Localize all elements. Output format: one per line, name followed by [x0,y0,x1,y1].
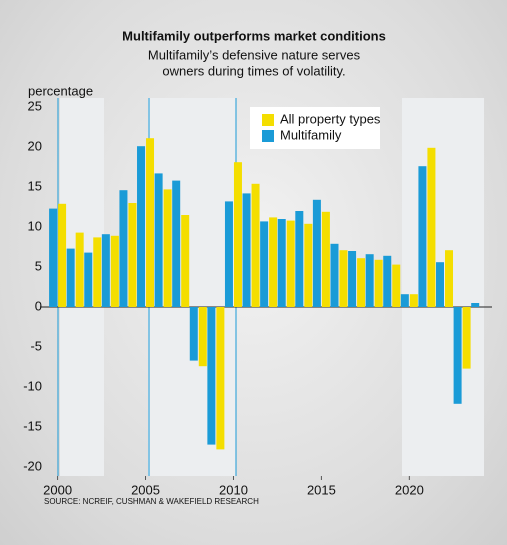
bar [198,307,207,367]
source: SOURCE: NCREIF, CUSHMAN & WAKEFIELD RESE… [44,497,259,506]
y-tick-label: 10 [28,218,42,233]
legend-swatch [262,114,274,126]
bar [436,262,445,307]
bar [418,166,427,307]
bar [339,250,348,307]
bar [101,234,110,307]
bar [163,189,172,307]
x-tick-label: 2010 [219,482,248,497]
legend-label: Multifamily [280,127,342,142]
y-tick-label: -20 [23,458,42,473]
bar [207,307,216,445]
bar [462,307,471,369]
y-tick-label: 15 [28,178,42,193]
legend-label: All property types [280,111,381,126]
y-axis-label: percentage [28,83,93,98]
bar [154,173,163,307]
y-tick-label: 25 [28,98,42,113]
bar [453,307,462,404]
bar [242,193,251,307]
bar [321,211,330,307]
bar [181,215,190,307]
bar [137,146,146,307]
bar [277,219,286,307]
bar [471,303,480,307]
bar [304,223,313,307]
bar [365,254,374,307]
bar [224,201,233,307]
x-tick-label: 2000 [43,482,72,497]
bar [93,237,102,307]
bar [66,248,75,307]
y-tick-label: 0 [35,298,42,313]
bar [233,162,242,307]
x-tick-label: 2020 [395,482,424,497]
y-tick-label: -5 [30,338,42,353]
bar [189,307,198,361]
bar [58,203,67,307]
subtitle: Multifamily’s defensive nature serves [148,47,361,62]
bar [269,217,278,307]
bar [286,220,295,307]
bar [427,147,436,307]
bar [374,259,383,307]
bar [392,264,401,307]
bar [445,250,454,307]
y-tick-label: 5 [35,258,42,273]
bar [84,252,93,307]
bar [357,258,366,307]
y-tick-label: -15 [23,418,42,433]
x-tick-label: 2005 [131,482,160,497]
bar [400,294,409,307]
bar [251,183,260,307]
bar [312,199,321,307]
x-tick-label: 2015 [307,482,336,497]
y-tick-label: 20 [28,138,42,153]
bar [348,251,357,307]
bar [119,190,128,307]
y-tick-label: -10 [23,378,42,393]
chart-title: Multifamily outperforms market condition… [122,28,386,43]
bar [49,208,58,307]
subtitle: owners during times of volatility. [162,63,345,78]
bar [128,203,137,307]
bar [172,180,181,307]
bar [383,255,392,307]
bar [146,138,155,307]
bar [409,294,418,307]
bar [110,235,119,307]
bar [216,307,225,450]
bar [330,243,339,307]
bar [75,232,84,307]
bar [295,211,304,307]
legend-swatch [262,130,274,142]
bar [260,221,269,307]
